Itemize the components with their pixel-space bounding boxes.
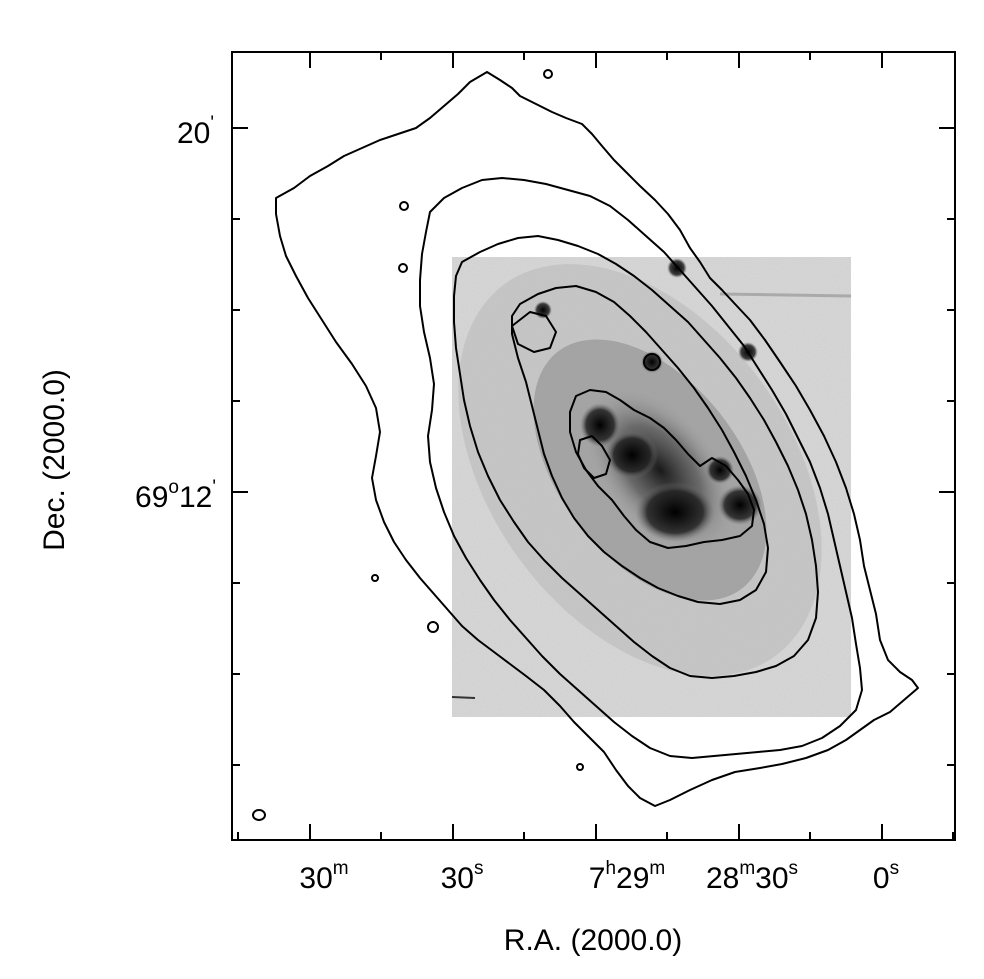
contour-inner-b [511, 311, 557, 353]
x-tick-label: 28m30s [706, 858, 798, 895]
contour-inner-a [577, 435, 611, 479]
contour-blob-4 [576, 763, 584, 771]
contour-level-5 [569, 389, 755, 549]
beam-marker [252, 809, 266, 821]
contour-blob-7 [543, 69, 553, 79]
contour-blob-1 [643, 353, 661, 371]
contours [275, 69, 919, 807]
contour-blob-6 [399, 201, 409, 211]
y-tick-label: 20' [177, 113, 214, 150]
contour-blob-5 [371, 574, 379, 582]
x-tick-label: 7h29m [589, 858, 665, 895]
x-tick-label: 0s [873, 858, 899, 895]
contour-level-4 [511, 285, 769, 605]
x-tick-label: 30s [441, 858, 484, 895]
contour-level-1 [275, 71, 919, 807]
optical-image [451, 257, 852, 717]
tick-marks [232, 52, 955, 840]
contour-level-2 [419, 177, 863, 759]
x-tick-label: 30m [299, 858, 348, 895]
x-axis-label: R.A. (2000.0) [504, 924, 682, 957]
plot-frame [231, 51, 956, 841]
y-axis-label: Dec. (2000.0) [38, 369, 71, 551]
contour-level-3 [453, 235, 819, 679]
contour-blob-2 [398, 263, 408, 273]
contour-blob-3 [427, 621, 439, 633]
y-tick-label: 69o12' [135, 477, 216, 514]
